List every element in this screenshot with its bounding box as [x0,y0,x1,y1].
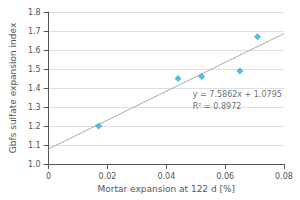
svg-text:1.4: 1.4 [28,84,41,93]
svg-text:1.5: 1.5 [28,65,41,74]
svg-text:R² = 0.8972: R² = 0.8972 [193,102,242,111]
svg-text:1.0: 1.0 [28,160,41,169]
svg-text:1.3: 1.3 [28,103,41,112]
svg-text:1.6: 1.6 [28,46,41,55]
svg-text:1.1: 1.1 [28,141,41,150]
svg-text:0.08: 0.08 [275,172,293,181]
svg-text:0.06: 0.06 [216,172,234,181]
svg-text:1.2: 1.2 [28,122,41,131]
svg-text:0: 0 [46,172,51,181]
svg-text:Gbfs sulfate expansion index: Gbfs sulfate expansion index [8,22,18,153]
svg-text:0.04: 0.04 [157,172,175,181]
svg-text:Mortar expansion at 122 d [%]: Mortar expansion at 122 d [%] [98,184,236,194]
svg-text:y = 7.5862x + 1.0795: y = 7.5862x + 1.0795 [193,90,282,99]
svg-text:0.02: 0.02 [99,172,117,181]
svg-text:1.8: 1.8 [28,8,41,17]
svg-text:1.7: 1.7 [28,27,41,36]
